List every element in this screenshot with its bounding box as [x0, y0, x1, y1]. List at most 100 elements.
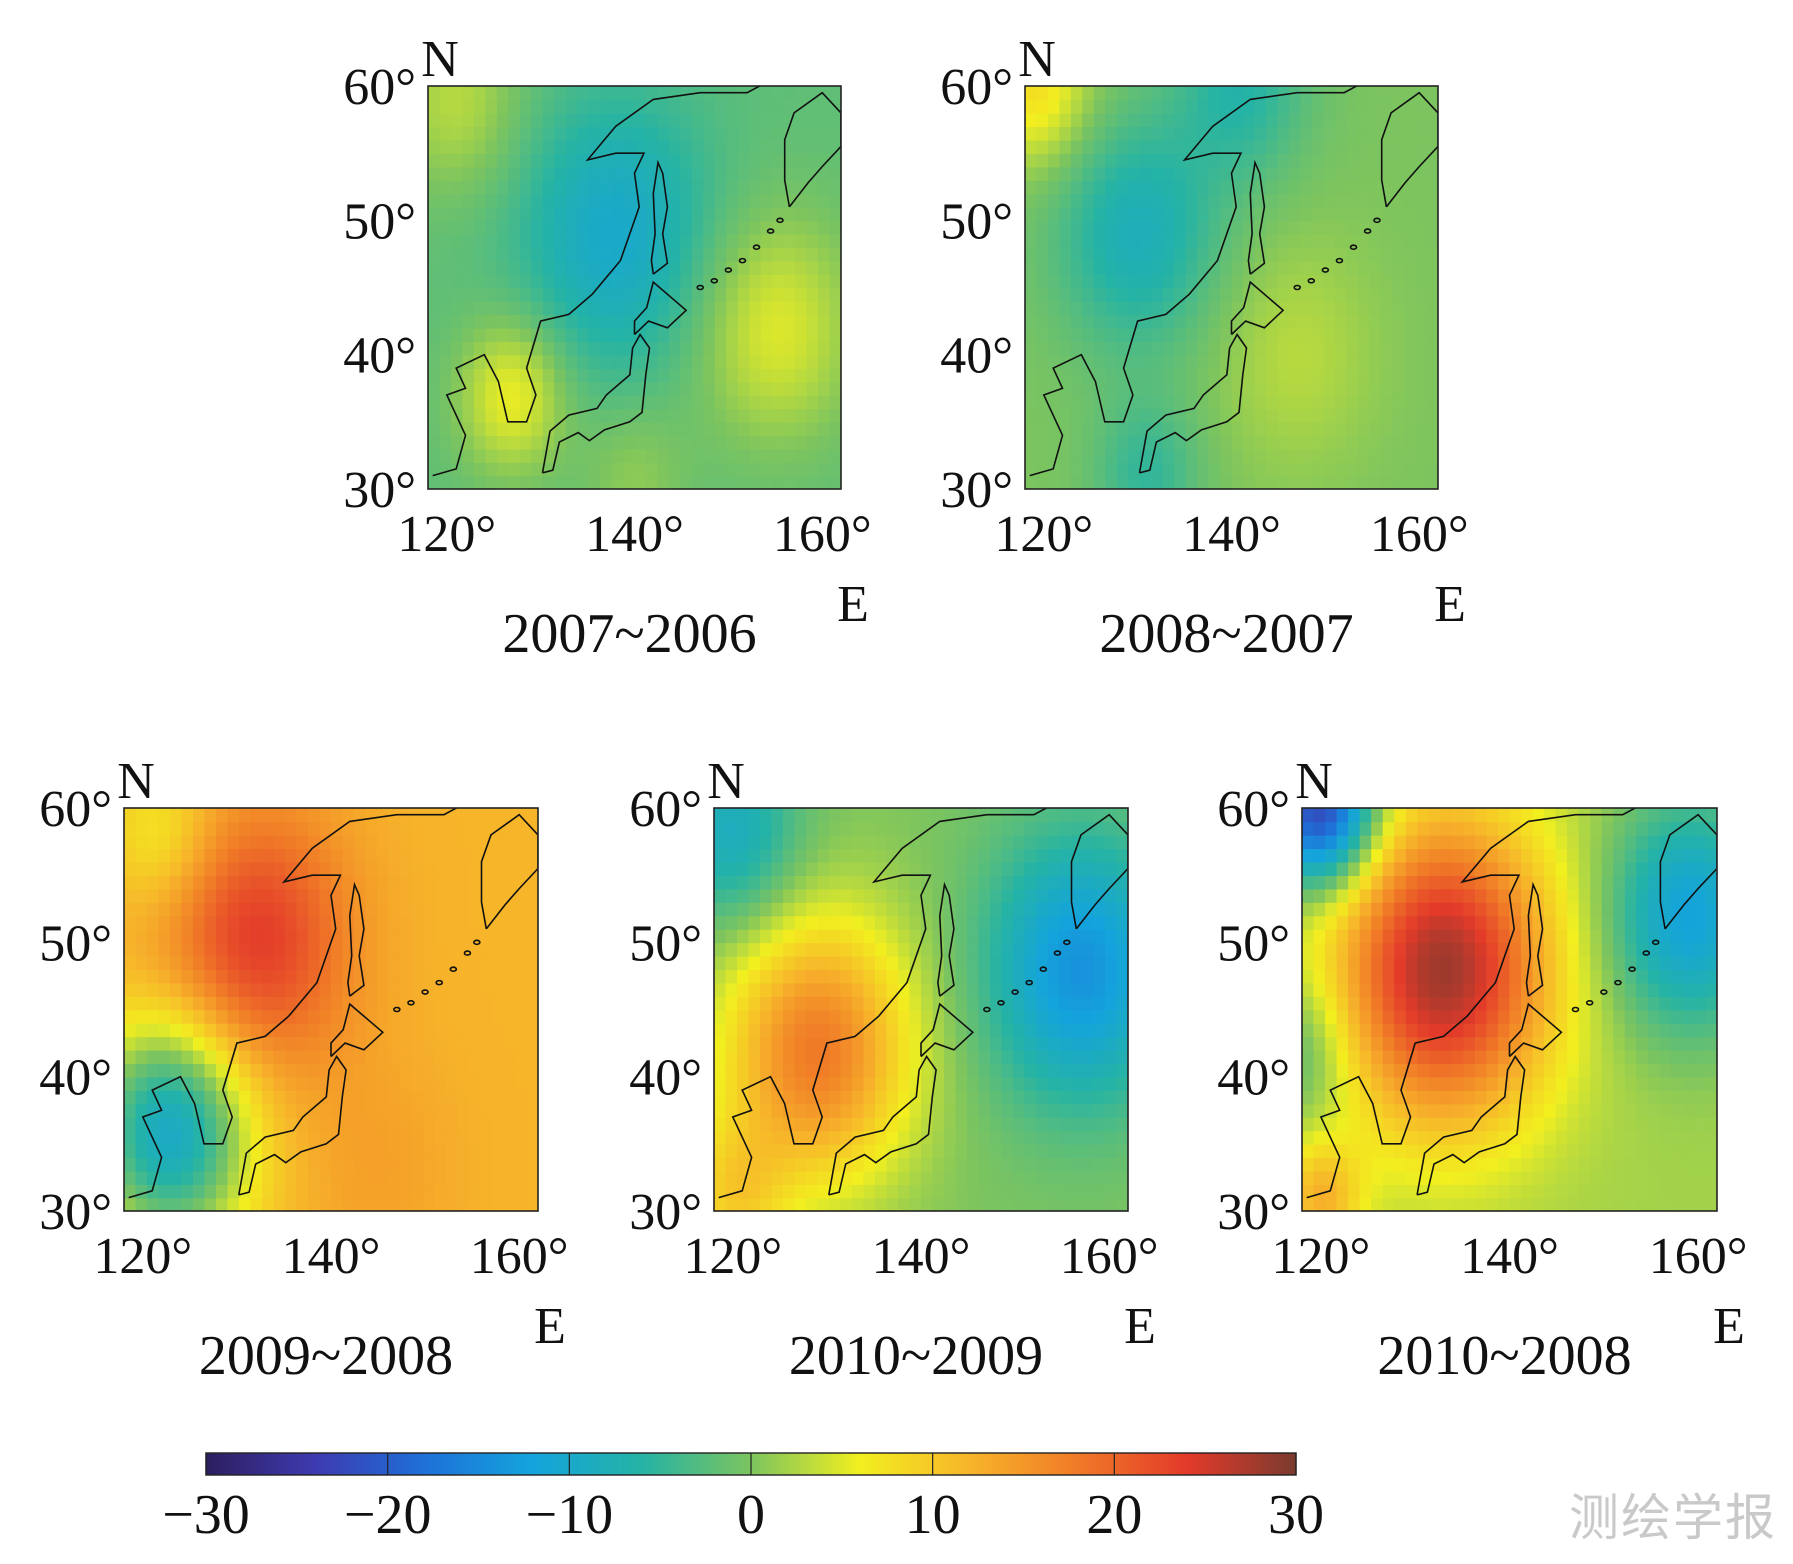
heat-cell [1070, 996, 1083, 1011]
heat-cell [365, 1063, 378, 1078]
heat-cell [806, 928, 819, 944]
heat-cell [1613, 1022, 1626, 1038]
heat-cell [158, 1090, 171, 1105]
heat-cell [400, 1130, 413, 1145]
heat-cell [863, 1049, 876, 1065]
heat-cell [1380, 327, 1393, 343]
heat-cell [457, 1143, 470, 1159]
heat-cell [1162, 368, 1175, 383]
heat-cell [990, 942, 1003, 957]
heat-cell [806, 435, 819, 450]
heat-cell [1636, 1197, 1649, 1211]
heat-cell [1151, 86, 1164, 101]
heat-cell [388, 1103, 401, 1118]
heat-cell [714, 220, 728, 235]
heat-cell [262, 982, 275, 997]
heat-cell [1013, 1036, 1026, 1051]
heat-cell [725, 888, 738, 903]
heat-cell [852, 821, 865, 836]
heat-cell [319, 982, 332, 997]
heat-cell [577, 394, 590, 410]
heat-cell [1047, 808, 1060, 823]
heat-cell [273, 969, 286, 984]
heat-cell [794, 1063, 807, 1078]
heat-cell [1059, 942, 1072, 957]
heat-cell [473, 86, 487, 101]
heat-cell [1323, 180, 1336, 195]
heat-cell [262, 1170, 275, 1185]
heat-cell [388, 821, 401, 836]
heat-cell [1392, 287, 1405, 302]
heat-cell [554, 233, 567, 248]
heat-cell [1036, 233, 1049, 248]
heat-cell [737, 1116, 750, 1132]
heat-cell [1521, 1157, 1534, 1172]
heat-cell [725, 1157, 738, 1172]
heat-cell [921, 848, 934, 863]
heat-cell [703, 354, 716, 369]
heat-cell [1265, 354, 1279, 369]
heat-cell [588, 327, 601, 343]
heat-cell [737, 99, 751, 114]
heat-cell [239, 915, 252, 930]
heat-cell [285, 982, 298, 997]
heat-cell [1392, 421, 1405, 437]
heat-cell [388, 1022, 401, 1038]
heat-cell [668, 206, 682, 222]
heat-cell [749, 327, 762, 343]
heat-cell [542, 354, 555, 369]
heat-cell [898, 848, 911, 863]
heat-cell [508, 435, 521, 450]
panel-frame [713, 807, 1129, 1212]
heat-cell [319, 1157, 332, 1172]
heat-cell [1059, 300, 1072, 316]
heat-cell [967, 955, 980, 970]
heat-cell [1277, 180, 1290, 195]
heat-cell [749, 247, 762, 262]
heat-cell [1359, 1076, 1372, 1091]
heat-cell [725, 1184, 738, 1199]
heat-cell [955, 834, 968, 850]
heat-cell [508, 287, 521, 302]
heat-cell [1334, 139, 1348, 154]
heat-cell [1059, 233, 1072, 248]
heat-cell [262, 1116, 275, 1132]
heat-cell [886, 1130, 899, 1145]
heat-cell [480, 1063, 493, 1078]
heat-cell [737, 475, 751, 489]
heat-cell [526, 915, 538, 930]
heat-cell [1670, 1103, 1684, 1118]
heat-cell [262, 1090, 275, 1105]
heat-cell [439, 274, 452, 289]
heat-cell [1093, 153, 1107, 168]
heat-cell [691, 354, 705, 369]
heat-cell [1403, 126, 1416, 141]
heat-cell [1392, 274, 1405, 289]
heat-cell [1325, 1049, 1338, 1065]
heat-cell [1369, 274, 1382, 289]
heat-cell [634, 368, 647, 383]
heat-cell [1346, 381, 1359, 396]
heat-cell [1025, 462, 1038, 477]
heat-cell [1403, 153, 1416, 168]
heat-cell [657, 368, 670, 383]
lon-tick-label: 140° [282, 1228, 381, 1285]
heat-cell [434, 1036, 447, 1051]
heat-cell [554, 327, 567, 343]
heat-cell [795, 341, 808, 356]
heat-cell [1185, 287, 1198, 302]
heat-cell [1036, 1009, 1049, 1024]
heat-cell [1139, 287, 1152, 302]
heat-cell [1001, 1184, 1014, 1199]
heat-cell [691, 462, 705, 477]
heat-cell [772, 139, 785, 154]
coastline-path [541, 332, 651, 474]
heat-cell [703, 166, 716, 181]
heat-cell [434, 861, 447, 876]
heat-cell [1311, 408, 1325, 423]
heat-cell [492, 1157, 505, 1172]
heat-cell [783, 139, 796, 154]
heat-cell [967, 808, 980, 823]
heat-cell [1302, 1022, 1315, 1038]
heat-cell [1705, 1049, 1717, 1065]
